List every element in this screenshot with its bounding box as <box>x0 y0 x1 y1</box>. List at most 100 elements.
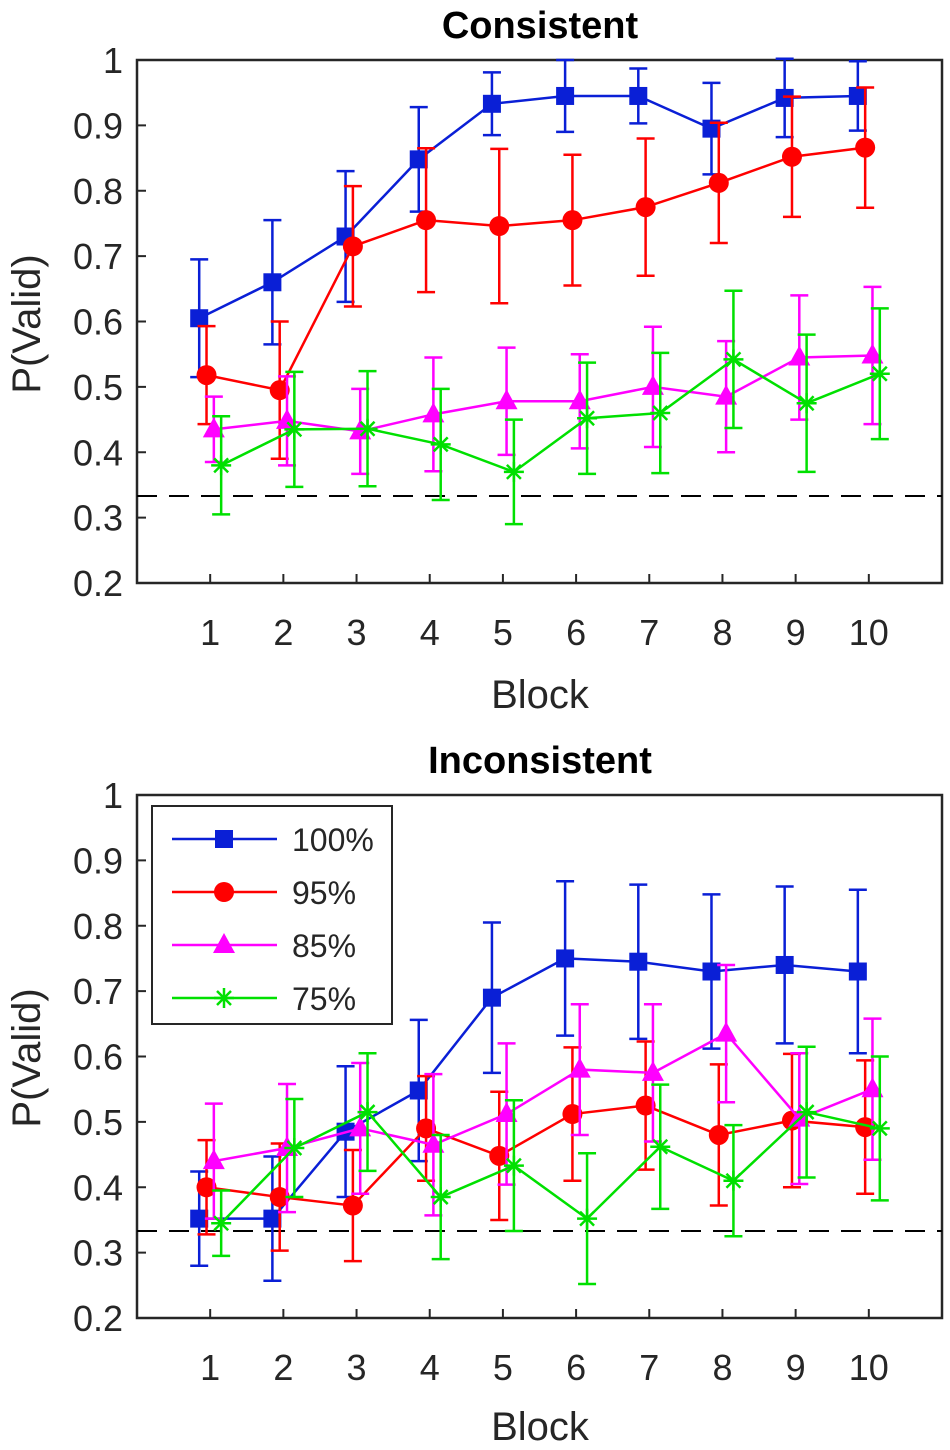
x-tick-label: 5 <box>493 612 513 653</box>
data-point <box>263 273 282 292</box>
data-point <box>861 1077 884 1098</box>
data-point <box>409 1081 428 1100</box>
x-tick-label: 1 <box>200 1347 220 1388</box>
data-point <box>422 402 445 423</box>
y-tick-label: 0.4 <box>73 1167 123 1208</box>
legend-label: 95% <box>292 875 356 911</box>
data-point <box>788 345 811 366</box>
plot-area <box>135 58 944 585</box>
data-point <box>416 210 437 231</box>
series-85pct <box>202 963 884 1220</box>
data-point <box>357 1102 378 1123</box>
data-point <box>577 408 598 429</box>
legend-marker <box>215 830 233 848</box>
data-point <box>848 962 867 981</box>
series-75pct <box>211 1045 890 1286</box>
data-point <box>269 380 290 401</box>
data-point <box>430 1187 451 1208</box>
x-tick-label: 4 <box>420 612 440 653</box>
y-tick-label: 0.5 <box>73 367 123 408</box>
data-point <box>503 1155 524 1176</box>
data-point <box>650 403 671 424</box>
y-tick-label: 0.6 <box>73 1037 123 1078</box>
data-point <box>796 393 817 414</box>
data-point <box>577 1208 598 1229</box>
data-point <box>556 86 575 105</box>
x-tick-label: 4 <box>420 1347 440 1388</box>
legend-item: 95% <box>172 875 356 911</box>
data-point <box>788 1106 811 1127</box>
data-point <box>629 952 648 971</box>
data-point <box>869 363 890 384</box>
series-line <box>213 1032 873 1163</box>
series-95pct <box>196 86 876 461</box>
data-point <box>781 146 802 167</box>
data-point <box>190 1209 209 1228</box>
y-tick-label: 0.8 <box>73 171 123 212</box>
data-point <box>349 1116 372 1137</box>
x-tick-label: 9 <box>786 1347 806 1388</box>
data-point <box>855 137 876 158</box>
data-point <box>635 197 656 218</box>
panel-title: Consistent <box>442 5 639 47</box>
y-tick-label: 1 <box>103 40 123 81</box>
y-tick-label: 0.3 <box>73 1233 123 1274</box>
y-tick-label: 0.2 <box>73 563 123 604</box>
legend-box <box>151 805 393 1025</box>
x-axis-label: Block <box>491 673 590 717</box>
y-tick-label: 0.9 <box>73 840 123 881</box>
data-point <box>342 1195 363 1216</box>
data-point <box>495 389 518 410</box>
x-tick-label: 3 <box>347 1347 367 1388</box>
legend: 100% 95% 85% 75% <box>151 805 393 1025</box>
series-line <box>206 146 866 392</box>
panel-title: Inconsistent <box>428 740 652 782</box>
data-point <box>723 349 744 370</box>
y-tick-label: 0.7 <box>73 971 123 1012</box>
data-point <box>284 1138 305 1159</box>
data-point <box>190 309 209 328</box>
x-tick-label: 8 <box>712 1347 732 1388</box>
data-point <box>556 949 575 968</box>
data-point <box>263 1209 282 1228</box>
data-point <box>641 374 664 395</box>
data-point <box>715 1021 738 1042</box>
data-point <box>708 172 729 193</box>
y-tick-label: 0.4 <box>73 432 123 473</box>
data-point <box>202 1149 225 1170</box>
data-point <box>482 94 501 113</box>
x-tick-label: 8 <box>712 612 732 653</box>
y-tick-label: 0.3 <box>73 498 123 539</box>
legend-item: 100% <box>172 822 374 858</box>
y-tick-label: 0.7 <box>73 236 123 277</box>
data-point <box>702 962 721 981</box>
x-tick-label: 3 <box>347 612 367 653</box>
data-point <box>342 236 363 257</box>
data-point <box>796 1102 817 1123</box>
data-point <box>848 86 867 105</box>
legend-label: 75% <box>292 981 356 1017</box>
series-line <box>220 357 881 474</box>
data-point <box>641 1060 664 1081</box>
data-point <box>357 418 378 439</box>
data-point <box>869 1118 890 1139</box>
data-point <box>211 1213 232 1234</box>
series-100pct <box>190 57 867 379</box>
x-axis-label: Block <box>491 1405 590 1449</box>
series-line <box>206 1104 866 1207</box>
y-tick-label: 0.8 <box>73 906 123 947</box>
data-point <box>775 955 794 974</box>
series-line <box>198 94 858 320</box>
data-point <box>202 417 225 438</box>
y-tick-label: 1 <box>103 775 123 816</box>
data-point <box>409 150 428 169</box>
data-point <box>196 1177 217 1198</box>
data-point <box>562 210 583 231</box>
data-point <box>482 988 501 1007</box>
data-point <box>430 434 451 455</box>
data-point <box>861 343 884 364</box>
x-tick-label: 6 <box>566 1347 586 1388</box>
data-point <box>489 216 510 237</box>
x-tick-label: 1 <box>200 612 220 653</box>
